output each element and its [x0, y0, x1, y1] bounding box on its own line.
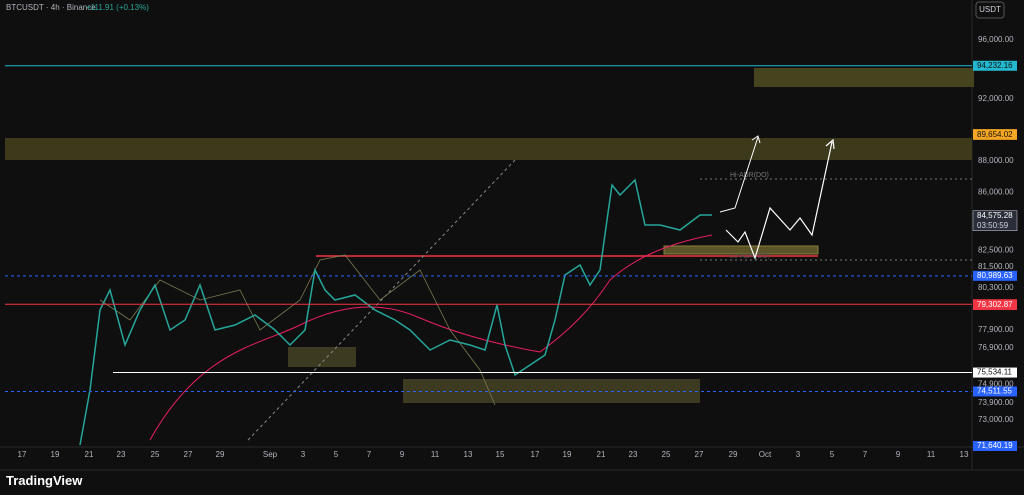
time-tick-label: Oct — [759, 450, 772, 459]
price-tick-label: 81,500.00 — [978, 262, 1014, 271]
time-tick-label: 11 — [927, 450, 936, 459]
price-tag — [972, 210, 1018, 231]
price-tag — [973, 270, 1017, 281]
annotation: Hi-ADR(DO) — [730, 172, 769, 179]
price-tag-label: 71,640.19 — [977, 441, 1013, 450]
time-tick-label: 17 — [18, 450, 27, 459]
time-tick-label: 23 — [629, 450, 638, 459]
time-tick-label: 25 — [662, 450, 671, 459]
price-line — [79, 178, 712, 446]
time-tick-label: 7 — [863, 450, 868, 459]
time-tick-label: 15 — [496, 450, 505, 459]
price-tag-label: 74,511.55 — [977, 387, 1013, 396]
price-tick-label: 82,500.00 — [978, 245, 1014, 254]
price-tag — [973, 129, 1017, 140]
price-tick-label: 86,000.00 — [978, 188, 1014, 197]
price-tag — [973, 300, 1017, 311]
price-tick-label: 74,900.00 — [978, 379, 1014, 388]
price-tag-label: 80,989.63 — [977, 271, 1013, 280]
time-tick-label: 3 — [796, 450, 801, 459]
price-tag — [973, 367, 1017, 378]
time-tick-label: Sep — [263, 450, 278, 459]
price-tag-label: 84,575.28 — [977, 211, 1013, 220]
price-tag-label: 94,232.16 — [977, 61, 1013, 70]
time-tick-label: 5 — [830, 450, 835, 459]
price-tag — [973, 440, 1017, 451]
zone — [754, 68, 974, 87]
price-tag — [973, 386, 1017, 397]
price-tick-label: 73,000.00 — [978, 415, 1014, 424]
time-tick-label: 23 — [117, 450, 126, 459]
symbol: BTCUSDT · 4h · Binance — [6, 3, 96, 12]
time-tick-label: 29 — [729, 450, 738, 459]
time-tick-label: 11 — [431, 450, 440, 459]
price-tag — [973, 60, 1017, 71]
time-tick-label: 27 — [695, 450, 704, 459]
currency[interactable]: USDT — [979, 5, 1001, 14]
trend-line — [247, 159, 516, 441]
time-tick-label: 25 — [151, 450, 160, 459]
moving-average — [149, 234, 713, 441]
zone — [5, 138, 972, 160]
zone — [663, 245, 819, 255]
time-tick-label: 5 — [334, 450, 339, 459]
zones — [5, 68, 974, 403]
time-tick-label: 27 — [184, 450, 193, 459]
price-tick-label: 77,900.00 — [978, 325, 1014, 334]
zone — [288, 347, 356, 367]
axes: 96,000.00 92,000.00 88,000.00 86,000.00 82,5… — [5, 35, 1018, 459]
price-tick-label: 76,900.00 — [978, 343, 1014, 352]
time-tick-label: 7 — [367, 450, 372, 459]
price-tag-label: 75,534.11 — [977, 368, 1013, 377]
time-tick-label: 13 — [464, 450, 473, 459]
price-tag-label: 79,302.87 — [977, 300, 1013, 309]
time-tick-label: 19 — [51, 450, 60, 459]
time-tick-label: 3 — [301, 450, 306, 459]
countdown: 03:50:59 — [977, 221, 1009, 230]
currency-button[interactable] — [975, 1, 1005, 19]
price-tick-label: 96,000.00 — [978, 35, 1014, 44]
time-tick-label: 19 — [563, 450, 572, 459]
change: +111.91 (+0.13%) — [86, 3, 149, 12]
projection-arrow — [719, 135, 761, 213]
time-tick-label: 21 — [85, 450, 94, 459]
logo-text: TradingView — [6, 473, 83, 488]
price-tick-label: 92,000.00 — [978, 94, 1014, 103]
time-tick-label: 9 — [400, 450, 405, 459]
annotation: Lo-ADR(DO) — [730, 253, 770, 260]
price-tick-label: 88,000.00 — [978, 156, 1014, 165]
zigzag — [99, 254, 496, 406]
logo: TradingView — [6, 473, 83, 488]
time-tick-label: 17 — [531, 450, 540, 459]
price-tag-label: 89,654.02 — [977, 130, 1013, 139]
time-tick-label: 13 — [960, 450, 969, 459]
projection-arrow — [725, 138, 835, 260]
time-tick-label: 21 — [597, 450, 606, 459]
time-tick-label: 29 — [216, 450, 225, 459]
price-tick-label: 80,300.00 — [978, 283, 1014, 292]
time-tick-label: 9 — [896, 450, 901, 459]
price-tick-label: 73,900.00 — [978, 398, 1014, 407]
